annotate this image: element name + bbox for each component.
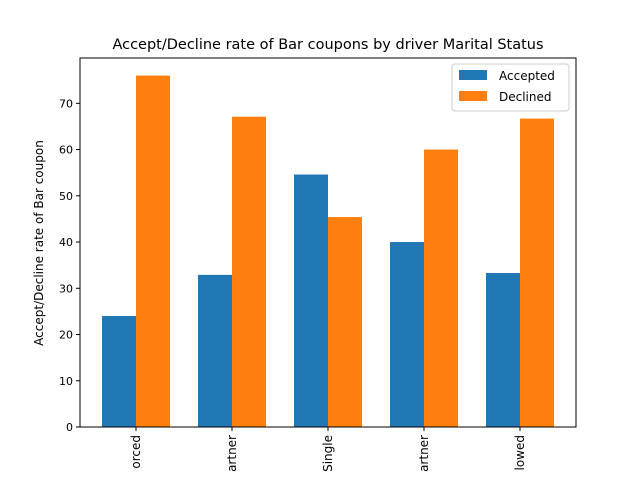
bar-declined-1	[232, 116, 266, 428]
bar-declined-2	[328, 217, 362, 427]
y-tick-label: 50	[59, 190, 73, 203]
bars	[102, 75, 554, 428]
bar-declined-4	[520, 118, 554, 427]
x-tick-label: Single	[321, 435, 335, 472]
y-tick-label: 10	[59, 375, 73, 388]
x-tick-label: lowed	[513, 435, 527, 471]
legend-swatch-accepted	[459, 70, 487, 80]
bar-accepted-4	[486, 273, 520, 427]
y-axis: 0 10 20 30 40 50 60 70	[59, 97, 80, 434]
bar-accepted-3	[390, 242, 424, 427]
y-axis-label: Accept/Decline rate of Bar coupon	[32, 140, 46, 346]
legend: Accepted Declined	[451, 63, 570, 112]
y-tick-label: 60	[59, 144, 73, 157]
bar-declined-3	[424, 149, 458, 427]
bar-declined-0	[136, 75, 170, 428]
y-tick-label: 40	[59, 236, 73, 249]
legend-label-accepted: Accepted	[499, 69, 555, 83]
legend-label-declined: Declined	[499, 90, 552, 104]
bar-accepted-1	[198, 274, 232, 427]
x-tick-label: artner	[417, 435, 431, 472]
y-tick-label: 70	[59, 97, 73, 110]
bar-accepted-0	[102, 316, 136, 427]
bar-accepted-2	[294, 174, 328, 427]
y-tick-label: 0	[66, 421, 73, 434]
y-tick-label: 20	[59, 329, 73, 342]
y-tick-label: 30	[59, 282, 73, 295]
x-axis: orced artner Single artner lowed	[129, 427, 527, 472]
chart-title: Accept/Decline rate of Bar coupons by dr…	[112, 37, 543, 53]
x-tick-label: orced	[129, 435, 143, 469]
legend-swatch-declined	[459, 91, 487, 101]
x-tick-label: artner	[225, 435, 239, 472]
